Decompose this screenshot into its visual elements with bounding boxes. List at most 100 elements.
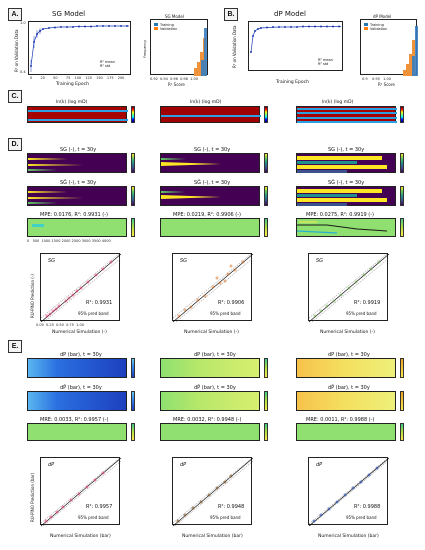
sg-hist-xlabel: R² Score bbox=[168, 82, 185, 87]
d-r3-title-1: MPE: 0.0176, R²: 0.9931 (-) bbox=[40, 212, 108, 218]
d-scatter-band-2: 95% pred band bbox=[210, 311, 241, 316]
dp-model-title: dP Model bbox=[274, 10, 306, 18]
d-scatter-band-1: 95% pred band bbox=[78, 311, 109, 316]
e-scatter-1 bbox=[40, 457, 122, 527]
d-scatter-xlabel-3: Numerical Simulation (-) bbox=[320, 330, 375, 335]
d-r2-title-2: SĜ (-), t = 30y bbox=[194, 180, 231, 186]
e-r1-map-1 bbox=[27, 358, 127, 378]
d-scatter-xticks-1: 0.00 0.25 0.50 0.75 1.00 bbox=[36, 323, 84, 327]
d-r2-colorbar-1 bbox=[131, 186, 135, 206]
d-r2-title-1: SĜ (-), t = 30y bbox=[60, 180, 97, 186]
dp-hist-title: dP Model bbox=[373, 14, 392, 19]
e-r3-title-2: MRE: 0.0032, R²: 0.9948 (-) bbox=[173, 417, 242, 423]
e-r2-title-2: dP̂ (bar), t = 30y bbox=[194, 385, 236, 391]
d-r1-map-1 bbox=[27, 153, 127, 173]
d-r2-colorbar-3 bbox=[400, 186, 404, 206]
e-scatter-label-2: dP bbox=[180, 462, 187, 468]
dp-training-chart bbox=[248, 21, 343, 71]
e-scatter-r2-2: R²: 0.9948 bbox=[218, 504, 245, 510]
e-scatter-2 bbox=[172, 457, 254, 527]
d-r3-map-3 bbox=[296, 218, 396, 237]
e-scatter-xlabel-2: Numerical Simulation (bar) bbox=[182, 534, 243, 539]
e-r1-title-2: dP (bar), t = 30y bbox=[194, 352, 236, 358]
d-r1-title-2: SG (-), t = 30y bbox=[194, 147, 231, 153]
d-r3-colorbar-3 bbox=[400, 218, 404, 237]
e-r2-title-1: dP̂ (bar), t = 30y bbox=[60, 385, 102, 391]
e-r3-map-3 bbox=[296, 423, 396, 441]
sg-ylabel: R² on Validation Data bbox=[14, 29, 19, 72]
e-r2-map-1 bbox=[27, 391, 127, 411]
dp-ylabel: R² on Validation Data bbox=[232, 25, 237, 68]
dp-hist-legend-training: Training bbox=[370, 23, 384, 27]
d-r3-map-2 bbox=[160, 218, 260, 237]
d-r3-colorbar-1 bbox=[131, 218, 135, 237]
sg-ytick-top: 1.0 bbox=[20, 21, 26, 25]
c-map-2 bbox=[160, 106, 261, 123]
c-title-2: ln(k) (log mD) bbox=[190, 100, 222, 105]
c-map-3 bbox=[296, 106, 397, 123]
e-scatter-band-2: 95% pred band bbox=[210, 515, 241, 520]
d-scatter-r2-1: R²: 0.9931 bbox=[86, 300, 113, 306]
sg-model-title: SG Model bbox=[52, 10, 86, 18]
sg-training-chart bbox=[28, 21, 131, 75]
sg-xlabel: Training Epoch bbox=[56, 82, 89, 87]
d-r2-title-3: SĜ (-), t = 30y bbox=[328, 180, 365, 186]
panel-label-b: B. bbox=[224, 8, 238, 21]
e-r1-colorbar-3 bbox=[400, 358, 404, 378]
panel-label-a: A. bbox=[8, 8, 22, 21]
e-scatter-ylabel-1: RU-PINO Prediction (bar) bbox=[30, 472, 35, 522]
c-colorbar-3 bbox=[400, 106, 404, 123]
d-r1-title-1: SG (-), t = 30y bbox=[60, 147, 97, 153]
d-scatter-3 bbox=[308, 253, 390, 323]
d-scatter-xlabel-1: Numerical Simulation (-) bbox=[52, 330, 107, 335]
d-r2-colorbar-2 bbox=[264, 186, 268, 206]
e-r1-colorbar-1 bbox=[131, 358, 135, 378]
sg-legend-std: R² std bbox=[100, 64, 111, 68]
d-scatter-label-3: SG bbox=[316, 258, 324, 264]
d-r3-title-3: MPE: 0.0275, R²: 0.9919 (-) bbox=[306, 212, 374, 218]
d-r1-map-3 bbox=[296, 153, 396, 173]
d-r3-title-2: MPE: 0.0219, R²: 0.9906 (-) bbox=[173, 212, 241, 218]
d-r1-colorbar-2 bbox=[264, 153, 268, 173]
e-scatter-r2-1: R²: 0.9957 bbox=[86, 504, 113, 510]
d-scatter-ylabel-1: RU-PINO Prediction (-) bbox=[30, 274, 35, 318]
dp-legend-std: R² std bbox=[318, 62, 329, 66]
e-r3-colorbar-3 bbox=[400, 423, 404, 441]
sg-hist-legend-validation: Validation bbox=[160, 27, 178, 31]
e-r3-title-1: MRE: 0.0033, R²: 0.9957 (-) bbox=[40, 417, 109, 423]
e-scatter-xlabel-1: Numerical Simulation (bar) bbox=[50, 534, 111, 539]
e-r3-map-1 bbox=[27, 423, 127, 441]
c-map-1 bbox=[27, 106, 128, 123]
d-scatter-label-2: SG bbox=[180, 258, 188, 264]
e-r1-title-3: dP (bar), t = 30y bbox=[328, 352, 370, 358]
d-xticks-1: 0 500 1000 1500 2000 2500 3000 3500 4000 bbox=[27, 239, 111, 243]
e-scatter-xlabel-3: Numerical Simulation (bar) bbox=[318, 534, 379, 539]
dp-hist-legend-validation: Validation bbox=[370, 27, 388, 31]
e-r1-title-1: dP (bar), t = 30y bbox=[60, 352, 102, 358]
c-title-1: ln(k) (log mD) bbox=[56, 100, 88, 105]
c-title-3: ln(k) (log mD) bbox=[322, 100, 354, 105]
sg-legend-mean: R² mean bbox=[100, 60, 115, 64]
d-scatter-r2-3: R²: 0.9919 bbox=[354, 300, 381, 306]
e-r2-map-3 bbox=[296, 391, 396, 411]
d-r3-colorbar-2 bbox=[264, 218, 268, 237]
d-scatter-xlabel-2: Numerical Simulation (-) bbox=[184, 330, 239, 335]
d-r1-map-2 bbox=[160, 153, 260, 173]
e-r3-title-3: MRE: 0.0011, R²: 0.9988 (-) bbox=[306, 417, 375, 423]
e-r2-title-3: dP̂ (bar), t = 30y bbox=[328, 385, 370, 391]
dp-training-curve bbox=[250, 25, 341, 53]
d-scatter-label-1: SG bbox=[48, 258, 56, 264]
sg-hist-title: SG Model bbox=[165, 14, 184, 19]
c-colorbar-1 bbox=[131, 106, 135, 123]
sg-ytick-bottom: 0.4 bbox=[20, 70, 26, 74]
dp-hist-xlabel: R² Score bbox=[378, 82, 395, 87]
d-r1-title-3: SG (-), t = 30y bbox=[328, 147, 365, 153]
sg-training-curve bbox=[30, 25, 129, 72]
sg-hist-bars bbox=[194, 28, 207, 76]
dp-xlabel: Training Epoch bbox=[276, 80, 309, 85]
sg-histogram: Training Validation bbox=[150, 19, 208, 76]
e-r1-map-3 bbox=[296, 358, 396, 378]
panel-label-e: E. bbox=[8, 340, 22, 353]
panel-label-d: D. bbox=[8, 138, 22, 151]
sg-hist-ylabel: Frequency bbox=[143, 39, 147, 58]
